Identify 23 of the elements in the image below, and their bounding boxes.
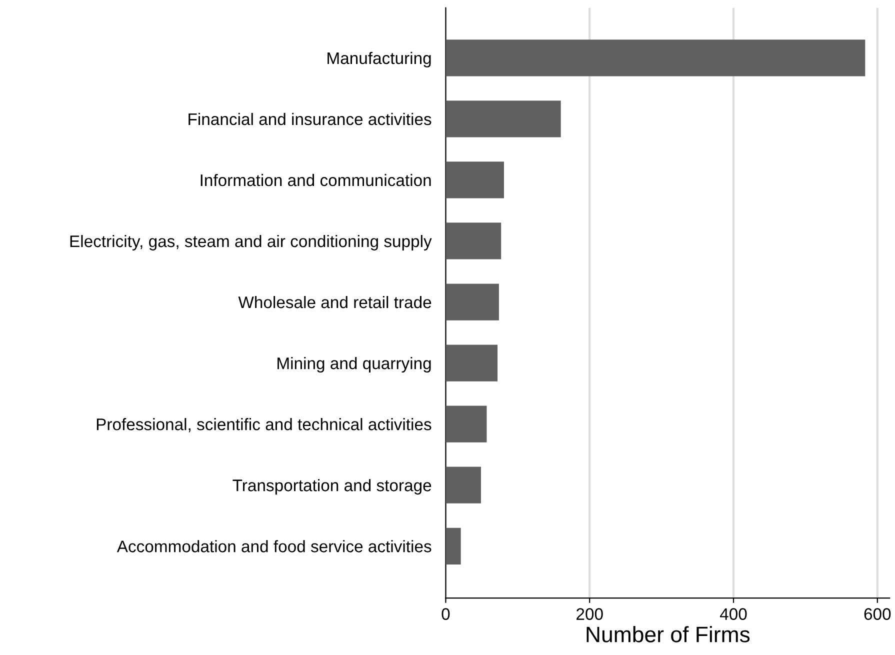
y-tick-label: Mining and quarrying [278,357,431,373]
bar [446,162,504,198]
bar [446,40,866,76]
y-tick-label: Professional, scientific and technical activities [96,418,432,432]
x-axis-title: Number of Firms [586,626,750,642]
y-tick-label: Accommodation and food service activities [116,540,432,552]
bar [446,466,481,504]
y-tick-label: Transportation and storage [232,479,432,495]
x-tick-label: 400 [720,608,747,620]
y-tick-label: Wholesale and retail trade [238,296,432,308]
bar [446,344,498,382]
bar [446,406,487,442]
x-tick-label: 200 [576,608,603,620]
y-tick-label: Financial and insurance activities [188,112,432,126]
bar [446,528,461,564]
bar [446,100,561,138]
y-tick-label: Electricity, gas, steam and air conditioning supply [70,234,432,250]
y-tick-label: Manufacturing [328,52,431,68]
x-tick-label: 600 [864,608,891,620]
bar [446,222,502,260]
bar [446,284,499,320]
x-tick-label: 0 [442,608,450,620]
y-tick-label: Information and communication [200,174,431,186]
